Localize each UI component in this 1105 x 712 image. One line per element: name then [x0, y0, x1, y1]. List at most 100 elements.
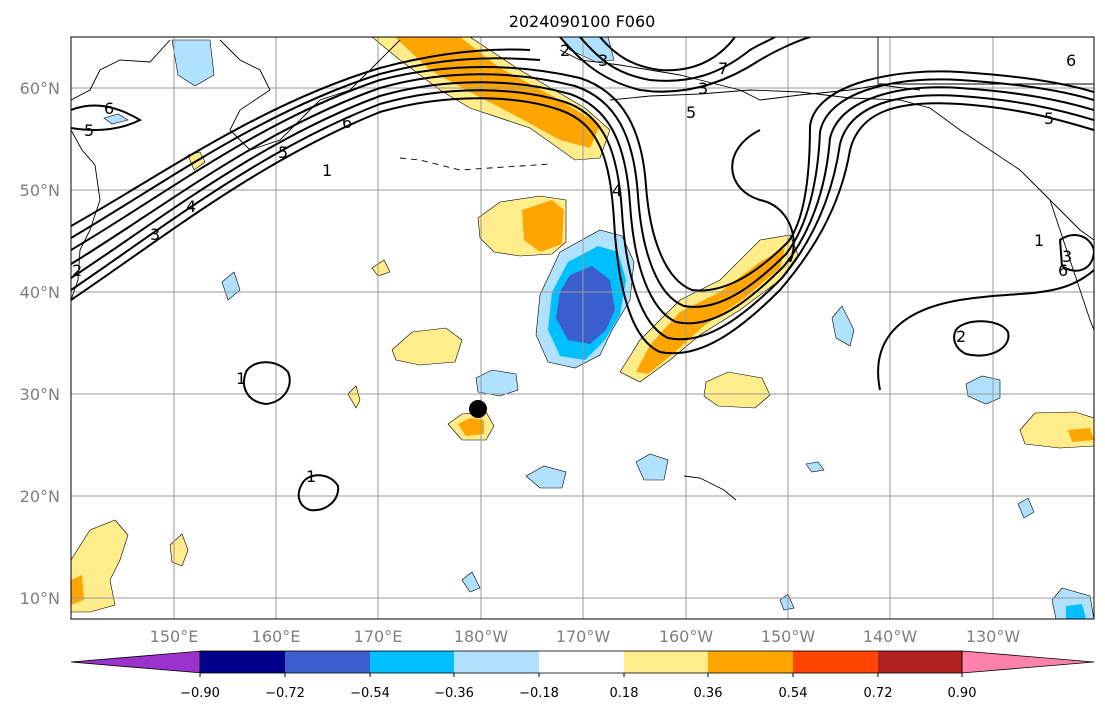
yellow-patch-west: [391, 327, 463, 366]
contour-label: 1: [1034, 231, 1044, 250]
colorbar-tick-label: −0.18: [519, 686, 559, 701]
trough-royal-blue-region: [556, 266, 615, 344]
anomaly-fills: [71, 37, 1094, 619]
contour-east-ridge: [731, 129, 795, 263]
north-blob-orange: [522, 200, 564, 252]
colorbar-outline: [199, 650, 963, 674]
contour-label: 4: [612, 181, 622, 200]
map-title: 2024090100 F060: [509, 12, 656, 31]
blue-patch-7: [1017, 497, 1035, 519]
canada-inset-box: [877, 37, 1094, 85]
colorbar-segment: [539, 651, 624, 673]
contour-bering-3: [599, 37, 736, 72]
siberia-coast: [219, 39, 401, 151]
colorbar-segment: [370, 651, 454, 673]
contour-labels: 6 5 6 5 1 4 3 2 7 6 5 4 3 5 6 1 3 2 1 1 …: [72, 41, 1076, 486]
contour-label: 3: [598, 51, 608, 70]
contour-label: 6: [1058, 261, 1068, 280]
contour-jet-3: [71, 81, 1094, 325]
lon-label: 150°E: [150, 627, 199, 646]
contour-label: 7: [718, 59, 728, 78]
yellow-patch-small-3: [371, 259, 391, 277]
blue-patch-6: [221, 271, 241, 301]
lat-label: 60°N: [20, 79, 60, 98]
lon-label: 130°W: [966, 627, 1021, 646]
latitude-labels: 60°N 50°N 40°N 30°N 20°N 10°N: [20, 79, 60, 608]
blue-patch-9: [1066, 604, 1086, 619]
pacific-northwest-coast: [1049, 199, 1094, 331]
lat-label: 50°N: [20, 181, 60, 200]
orange-patch-near-marker: [458, 418, 484, 436]
colorbar: [70, 650, 1095, 677]
contour-jet-4: [71, 73, 1094, 308]
kamchatka-coast: [71, 39, 171, 101]
colorbar-tick-label: 0.54: [779, 686, 808, 701]
bering-orange-region: [395, 37, 600, 148]
blue-patch-10: [461, 571, 481, 593]
contour-nw-small: [71, 104, 143, 131]
ridge-orange-region: [636, 248, 785, 374]
longitude-labels: 150°E 160°E 170°E 180°W 170°W 160°W 150°…: [150, 627, 1021, 646]
colorbar-extend-low: [70, 650, 203, 674]
contour-label: 2: [956, 327, 966, 346]
colorbar-tick-label: 0.72: [864, 686, 893, 701]
colorbar-tick-label: −0.36: [434, 686, 474, 701]
yellow-patch-small-4: [347, 385, 361, 409]
blue-patch-3: [635, 453, 669, 481]
contour-label: 2: [560, 41, 570, 60]
contour-jet-5: [71, 66, 1094, 292]
height-contours: [71, 37, 1094, 512]
map-area: 6 5 6 5 1 4 3 2 7 6 5 4 3 5 6 1 3 2 1 1 …: [71, 37, 1094, 619]
blue-patch-13: [103, 113, 129, 125]
lon-label: 160°E: [252, 627, 301, 646]
contour-loop-south: [297, 474, 340, 512]
contour-label: 5: [1044, 109, 1054, 128]
blue-patch-12: [805, 461, 825, 473]
colorbar-segment: [708, 651, 793, 673]
colorbar-segment: [454, 651, 539, 673]
contour-label: 6: [1066, 51, 1076, 70]
contour-label: 6: [342, 113, 352, 132]
yellow-patch-small-1: [169, 533, 189, 567]
storm-center-marker: [469, 400, 487, 418]
contour-bering-2: [579, 37, 776, 82]
yellow-patch-east: [703, 371, 771, 409]
contour-label: 6: [104, 99, 114, 118]
blue-patch-1: [475, 369, 519, 397]
contour-label: 5: [278, 143, 288, 162]
colorbar-segment: [624, 651, 708, 673]
colorbar-segment: [793, 651, 878, 673]
lon-label: 180°W: [454, 627, 509, 646]
colorbar-segment: [878, 651, 962, 673]
alaska-south-coast: [609, 89, 1094, 241]
lon-label: 170°E: [354, 627, 403, 646]
map-frame: [70, 36, 1095, 620]
gridlines: [71, 37, 1094, 619]
contour-label: 5: [686, 103, 696, 122]
colorbar-tick-label: 0.36: [694, 686, 723, 701]
aleutian-islands: [399, 157, 551, 171]
contour-jet-7: [71, 48, 531, 227]
lat-label: 40°N: [20, 283, 60, 302]
lat-label: 20°N: [20, 487, 60, 506]
contour-label: 1: [306, 467, 316, 486]
colorbar-ticks: −0.90 −0.72 −0.54 −0.36 −0.18 0.18 0.36 …: [180, 686, 976, 701]
colorbar-segment: [285, 651, 370, 673]
contour-label: 4: [186, 197, 196, 216]
colorbar-segment: [200, 651, 285, 673]
contour-east-large: [877, 269, 1094, 391]
colorbar-tick-label: 0.90: [948, 686, 977, 701]
alaska-west-coast: [559, 49, 921, 101]
lat-label: 10°N: [20, 589, 60, 608]
contour-east-loop: [953, 320, 1010, 357]
lat-label: 30°N: [20, 385, 60, 404]
contour-jet-1: [71, 97, 1094, 355]
colorbar-tick-label: −0.54: [350, 686, 390, 701]
contour-jet-2: [71, 89, 1094, 341]
contour-label: 3: [1062, 247, 1072, 266]
contour-label: 3: [150, 225, 160, 244]
colorbar-tick-label: 0.18: [610, 686, 639, 701]
kamchatka-peninsula: [71, 129, 101, 301]
colorbar-extend-high: [961, 650, 1095, 674]
